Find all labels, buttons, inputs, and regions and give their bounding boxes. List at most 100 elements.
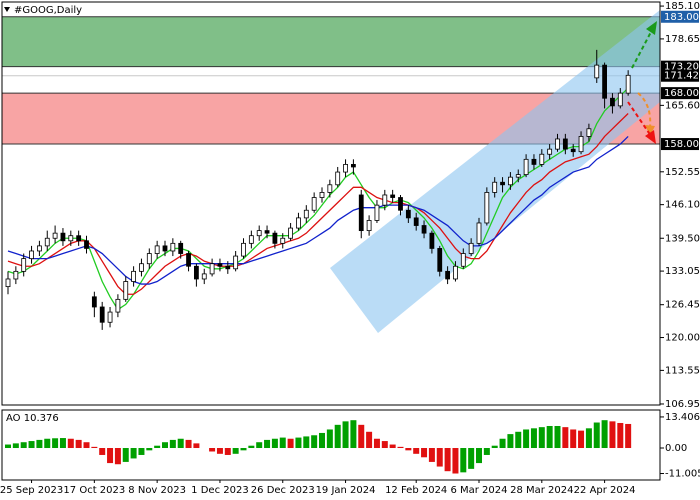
ao-bar xyxy=(428,448,435,462)
y-tick-label: 139.50 xyxy=(665,233,700,244)
ao-bar xyxy=(617,422,624,449)
x-tick-label: 26 Dec 2023 xyxy=(251,485,315,496)
ao-bar xyxy=(209,448,216,452)
ao-bar xyxy=(373,438,380,449)
candle-body xyxy=(390,194,396,198)
ao-bar xyxy=(452,448,459,474)
candle-body xyxy=(405,209,411,219)
candle-body xyxy=(178,242,184,254)
candle-body xyxy=(374,204,380,221)
ao-bar xyxy=(389,444,396,449)
ao-bar xyxy=(193,443,200,449)
ao-bar xyxy=(59,438,66,449)
ao-bar xyxy=(515,431,522,449)
ao-bar xyxy=(483,448,490,455)
candle-body xyxy=(264,230,270,234)
ao-bar xyxy=(350,420,357,449)
candle-body xyxy=(570,148,576,153)
chart-title: #GOOG,Daily xyxy=(14,5,82,16)
ao-bar xyxy=(264,439,271,449)
ao-bar xyxy=(491,445,498,449)
ao-bar xyxy=(122,448,129,462)
ao-bar xyxy=(256,442,263,449)
candle-body xyxy=(555,138,560,150)
candle-body xyxy=(303,209,309,219)
up-arrow xyxy=(631,29,653,69)
candle-body xyxy=(437,248,443,272)
ao-bar xyxy=(303,436,310,449)
ao-bar xyxy=(271,438,278,449)
ao-bar xyxy=(319,432,325,449)
y-tick-label: 152.55 xyxy=(665,167,700,178)
ao-bar xyxy=(44,438,51,449)
candle-body xyxy=(13,270,19,280)
y-tick-label: 133.05 xyxy=(665,266,700,277)
level-label: 173.20 xyxy=(664,62,699,73)
candle-body xyxy=(296,217,301,229)
ao-bar xyxy=(279,437,286,449)
ao-bar xyxy=(216,448,223,454)
level-tag xyxy=(661,60,699,73)
ao-bar xyxy=(36,439,43,449)
candle-body xyxy=(76,235,82,242)
candle-body xyxy=(241,242,246,257)
level-tag xyxy=(661,138,699,151)
candle-body xyxy=(429,232,435,249)
ao-bar xyxy=(366,431,373,449)
x-tick-label: 1 Dec 2023 xyxy=(191,485,249,496)
ao-bar xyxy=(107,448,114,464)
candle-body xyxy=(398,197,403,211)
candle-body xyxy=(327,184,333,193)
candle-body xyxy=(5,278,11,288)
ao-bar xyxy=(625,423,632,449)
candle-body xyxy=(531,158,537,165)
candle-body xyxy=(421,225,427,234)
ao-bar xyxy=(570,429,577,449)
ao-bar xyxy=(287,438,294,449)
candle-body xyxy=(162,245,168,252)
candle-body xyxy=(468,242,474,254)
trend-channel xyxy=(330,10,660,333)
candle-body xyxy=(99,306,105,323)
moving-average xyxy=(7,113,629,295)
ao-bar xyxy=(523,429,530,449)
x-tick-label: 12 Feb 2024 xyxy=(385,485,447,496)
candle-body xyxy=(44,237,50,247)
ao-bar xyxy=(460,448,467,473)
ao-bar xyxy=(342,421,349,449)
ao-bar xyxy=(601,420,608,449)
candle-body xyxy=(594,64,600,79)
ao-bar xyxy=(436,448,443,467)
candle-body xyxy=(343,164,348,173)
y-tick-label: 113.55 xyxy=(665,365,700,376)
candle-body xyxy=(453,265,458,280)
ao-bar xyxy=(326,429,333,449)
x-tick-label: 17 Oct 2023 xyxy=(63,485,125,496)
arrow-head xyxy=(645,125,655,136)
candle-body xyxy=(21,258,27,272)
level-tag xyxy=(661,87,699,100)
ao-bar xyxy=(146,448,153,451)
ao-bar xyxy=(240,448,247,451)
ao-bar xyxy=(538,427,545,449)
ao-frame xyxy=(1,409,661,481)
ao-bar xyxy=(358,424,365,449)
candle-body xyxy=(507,176,513,186)
ao-bar xyxy=(130,448,137,459)
candle-body xyxy=(492,181,498,193)
ao-bar xyxy=(609,421,616,449)
ao-bar xyxy=(295,437,302,449)
arrow-head xyxy=(645,130,656,144)
candle-body xyxy=(256,230,262,237)
candle-body xyxy=(413,217,419,226)
menu-icon[interactable] xyxy=(4,7,10,12)
ao-bar xyxy=(499,438,506,449)
x-tick-label: 22 Apr 2024 xyxy=(574,485,636,496)
level-label: 171.42 xyxy=(664,71,699,82)
candle-body xyxy=(233,255,239,270)
ao-bar xyxy=(232,448,239,454)
candle-body xyxy=(539,153,545,165)
candle-body xyxy=(193,265,199,280)
ao-bar xyxy=(67,438,74,449)
x-tick-label: 19 Jan 2024 xyxy=(316,485,376,496)
